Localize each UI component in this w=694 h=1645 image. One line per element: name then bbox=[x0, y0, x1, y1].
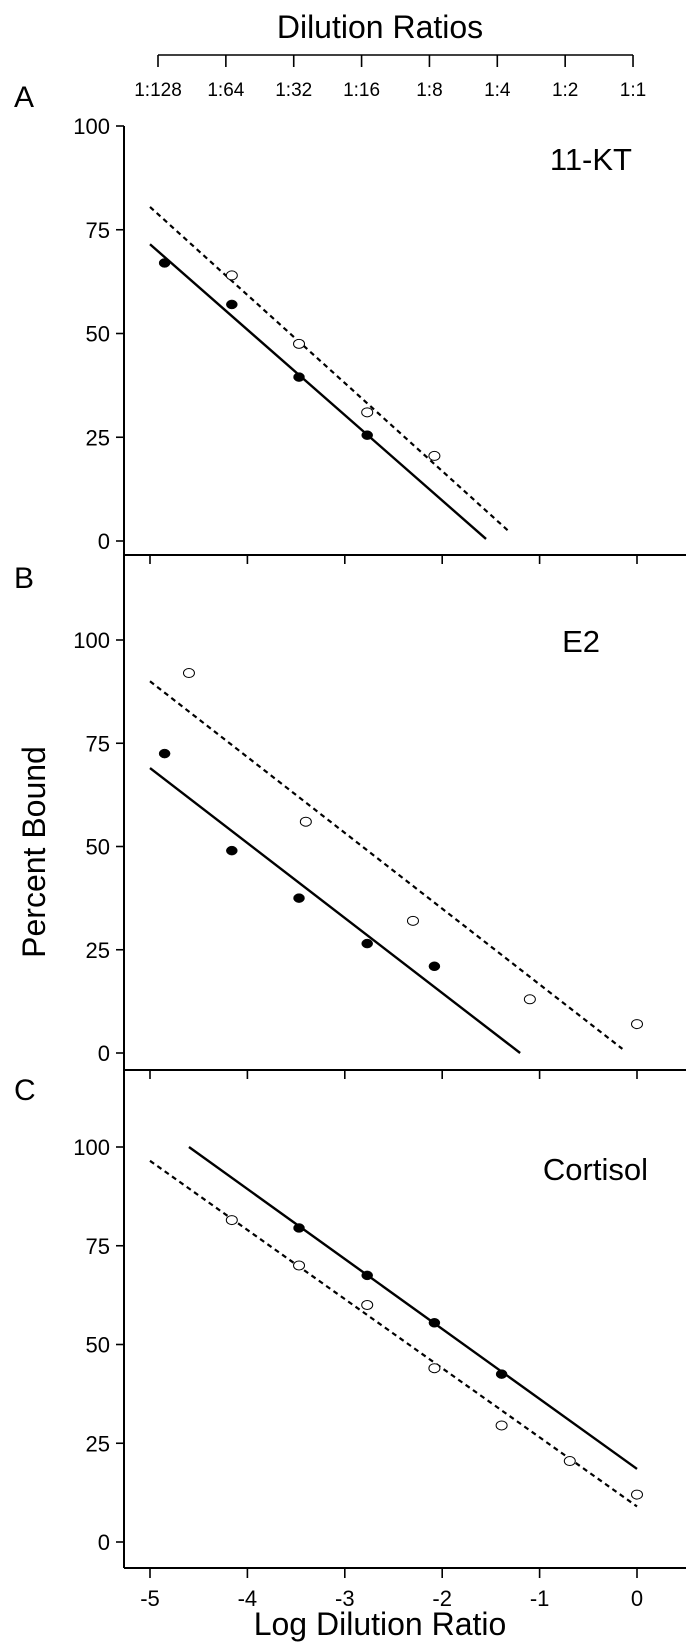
y-tick-label: 0 bbox=[98, 1530, 110, 1555]
data-point-filled bbox=[293, 372, 305, 382]
data-point-open bbox=[563, 1456, 576, 1467]
x-tick-label: -1 bbox=[530, 1586, 550, 1611]
data-point-open bbox=[495, 1420, 508, 1431]
fit-line-dashed bbox=[149, 1159, 638, 1508]
y-tick-label: 50 bbox=[86, 1333, 110, 1358]
dilution-ratio-axis-title: Dilution Ratios bbox=[277, 9, 483, 45]
dilution-ratio-tick-label: 1:2 bbox=[552, 80, 578, 101]
data-point-open bbox=[225, 1215, 238, 1226]
y-tick-label: 75 bbox=[86, 731, 110, 756]
dilution-ratio-ticks: 1:128 1:64 1:32 1:16 1:8 1:4 1:2 1:1 bbox=[134, 55, 646, 101]
dilution-ratio-tick-label: 1:1 bbox=[620, 80, 646, 101]
panel-cortisol: C Cortisol 0 25 50 75 100 bbox=[14, 1069, 686, 1569]
panel-title-cortisol: Cortisol bbox=[543, 1152, 648, 1187]
data-point-open bbox=[406, 915, 419, 926]
panel-title-e2: E2 bbox=[562, 624, 600, 659]
data-point-open bbox=[299, 816, 312, 827]
panel-11kt: A 11-KT 0 25 50 75 100 bbox=[14, 81, 632, 555]
data-point-open bbox=[361, 1300, 374, 1310]
y-tick-label: 50 bbox=[86, 322, 110, 347]
dilution-ratio-tick-label: 1:64 bbox=[207, 80, 244, 101]
data-point-filled bbox=[158, 258, 171, 268]
panel-letter-b: B bbox=[14, 562, 34, 595]
y-tick-label: 100 bbox=[73, 628, 110, 653]
fit-line-dashed bbox=[149, 206, 512, 534]
x-axis-title: Log Dilution Ratio bbox=[254, 1606, 507, 1642]
fit-line-dashed bbox=[149, 680, 624, 1050]
panel-letter-a: A bbox=[14, 81, 34, 114]
y-tick-label: 25 bbox=[86, 425, 110, 450]
fit-line-solid bbox=[149, 243, 487, 540]
data-point-filled bbox=[293, 893, 305, 903]
panel-title-11kt: 11-KT bbox=[550, 142, 632, 177]
data-point-filled bbox=[293, 1223, 305, 1233]
x-tick-label: -3 bbox=[335, 1586, 355, 1611]
dilution-ratio-tick-label: 1:8 bbox=[416, 80, 442, 101]
data-point-filled bbox=[428, 1318, 441, 1328]
dilution-ratio-tick-label: 1:16 bbox=[343, 80, 380, 101]
x-tick-label: -4 bbox=[238, 1586, 258, 1611]
y-tick-label: 100 bbox=[73, 114, 110, 139]
x-tick-label: -5 bbox=[140, 1586, 160, 1611]
y-tick-label: 100 bbox=[73, 1135, 110, 1160]
data-point-open bbox=[523, 994, 536, 1005]
data-point-open bbox=[428, 1363, 441, 1374]
data-point-open bbox=[293, 338, 306, 349]
x-axis-ticks: -5 -4 -3 -2 -1 0 bbox=[140, 1568, 643, 1611]
dilution-ratio-tick-label: 1:4 bbox=[484, 80, 511, 101]
data-point-filled bbox=[361, 1270, 373, 1281]
data-point-filled bbox=[361, 430, 373, 440]
data-point-open bbox=[182, 668, 195, 679]
data-point-open bbox=[631, 1489, 643, 1500]
data-point-open bbox=[225, 270, 238, 281]
y-tick-label: 0 bbox=[98, 529, 110, 554]
data-point-open bbox=[631, 1019, 643, 1030]
data-point-filled bbox=[361, 938, 373, 949]
dilution-ratio-tick-label: 1:32 bbox=[275, 80, 312, 101]
data-point-filled bbox=[428, 961, 441, 972]
data-point-filled bbox=[226, 845, 238, 856]
fit-line-solid bbox=[149, 767, 521, 1054]
data-point-open bbox=[293, 1260, 306, 1271]
data-point-open bbox=[361, 407, 374, 418]
x-tick-label: 0 bbox=[631, 1586, 643, 1611]
y-tick-label: 75 bbox=[86, 218, 110, 243]
data-point-filled bbox=[226, 299, 238, 310]
data-point-open bbox=[428, 450, 441, 461]
dilution-ratio-axis: Dilution Ratios 1:128 1:64 1:32 1:16 1:8 1:4 1… bbox=[134, 9, 646, 101]
panel-e2: B E2 0 25 50 75 100 bbox=[14, 554, 686, 1070]
data-point-filled bbox=[158, 748, 171, 759]
y-tick-label: 25 bbox=[86, 1431, 110, 1456]
panel-letter-c: C bbox=[14, 1074, 36, 1107]
fit-line-solid bbox=[188, 1146, 638, 1470]
y-tick-label: 25 bbox=[86, 938, 110, 963]
y-axis-title: Percent Bound bbox=[16, 746, 52, 958]
dilution-ratio-tick-label: 1:128 bbox=[134, 80, 182, 101]
y-tick-label: 50 bbox=[86, 835, 110, 860]
data-point-filled bbox=[495, 1369, 508, 1379]
x-tick-label: -2 bbox=[432, 1586, 452, 1611]
y-tick-label: 0 bbox=[98, 1041, 110, 1066]
y-tick-label: 75 bbox=[86, 1234, 110, 1259]
